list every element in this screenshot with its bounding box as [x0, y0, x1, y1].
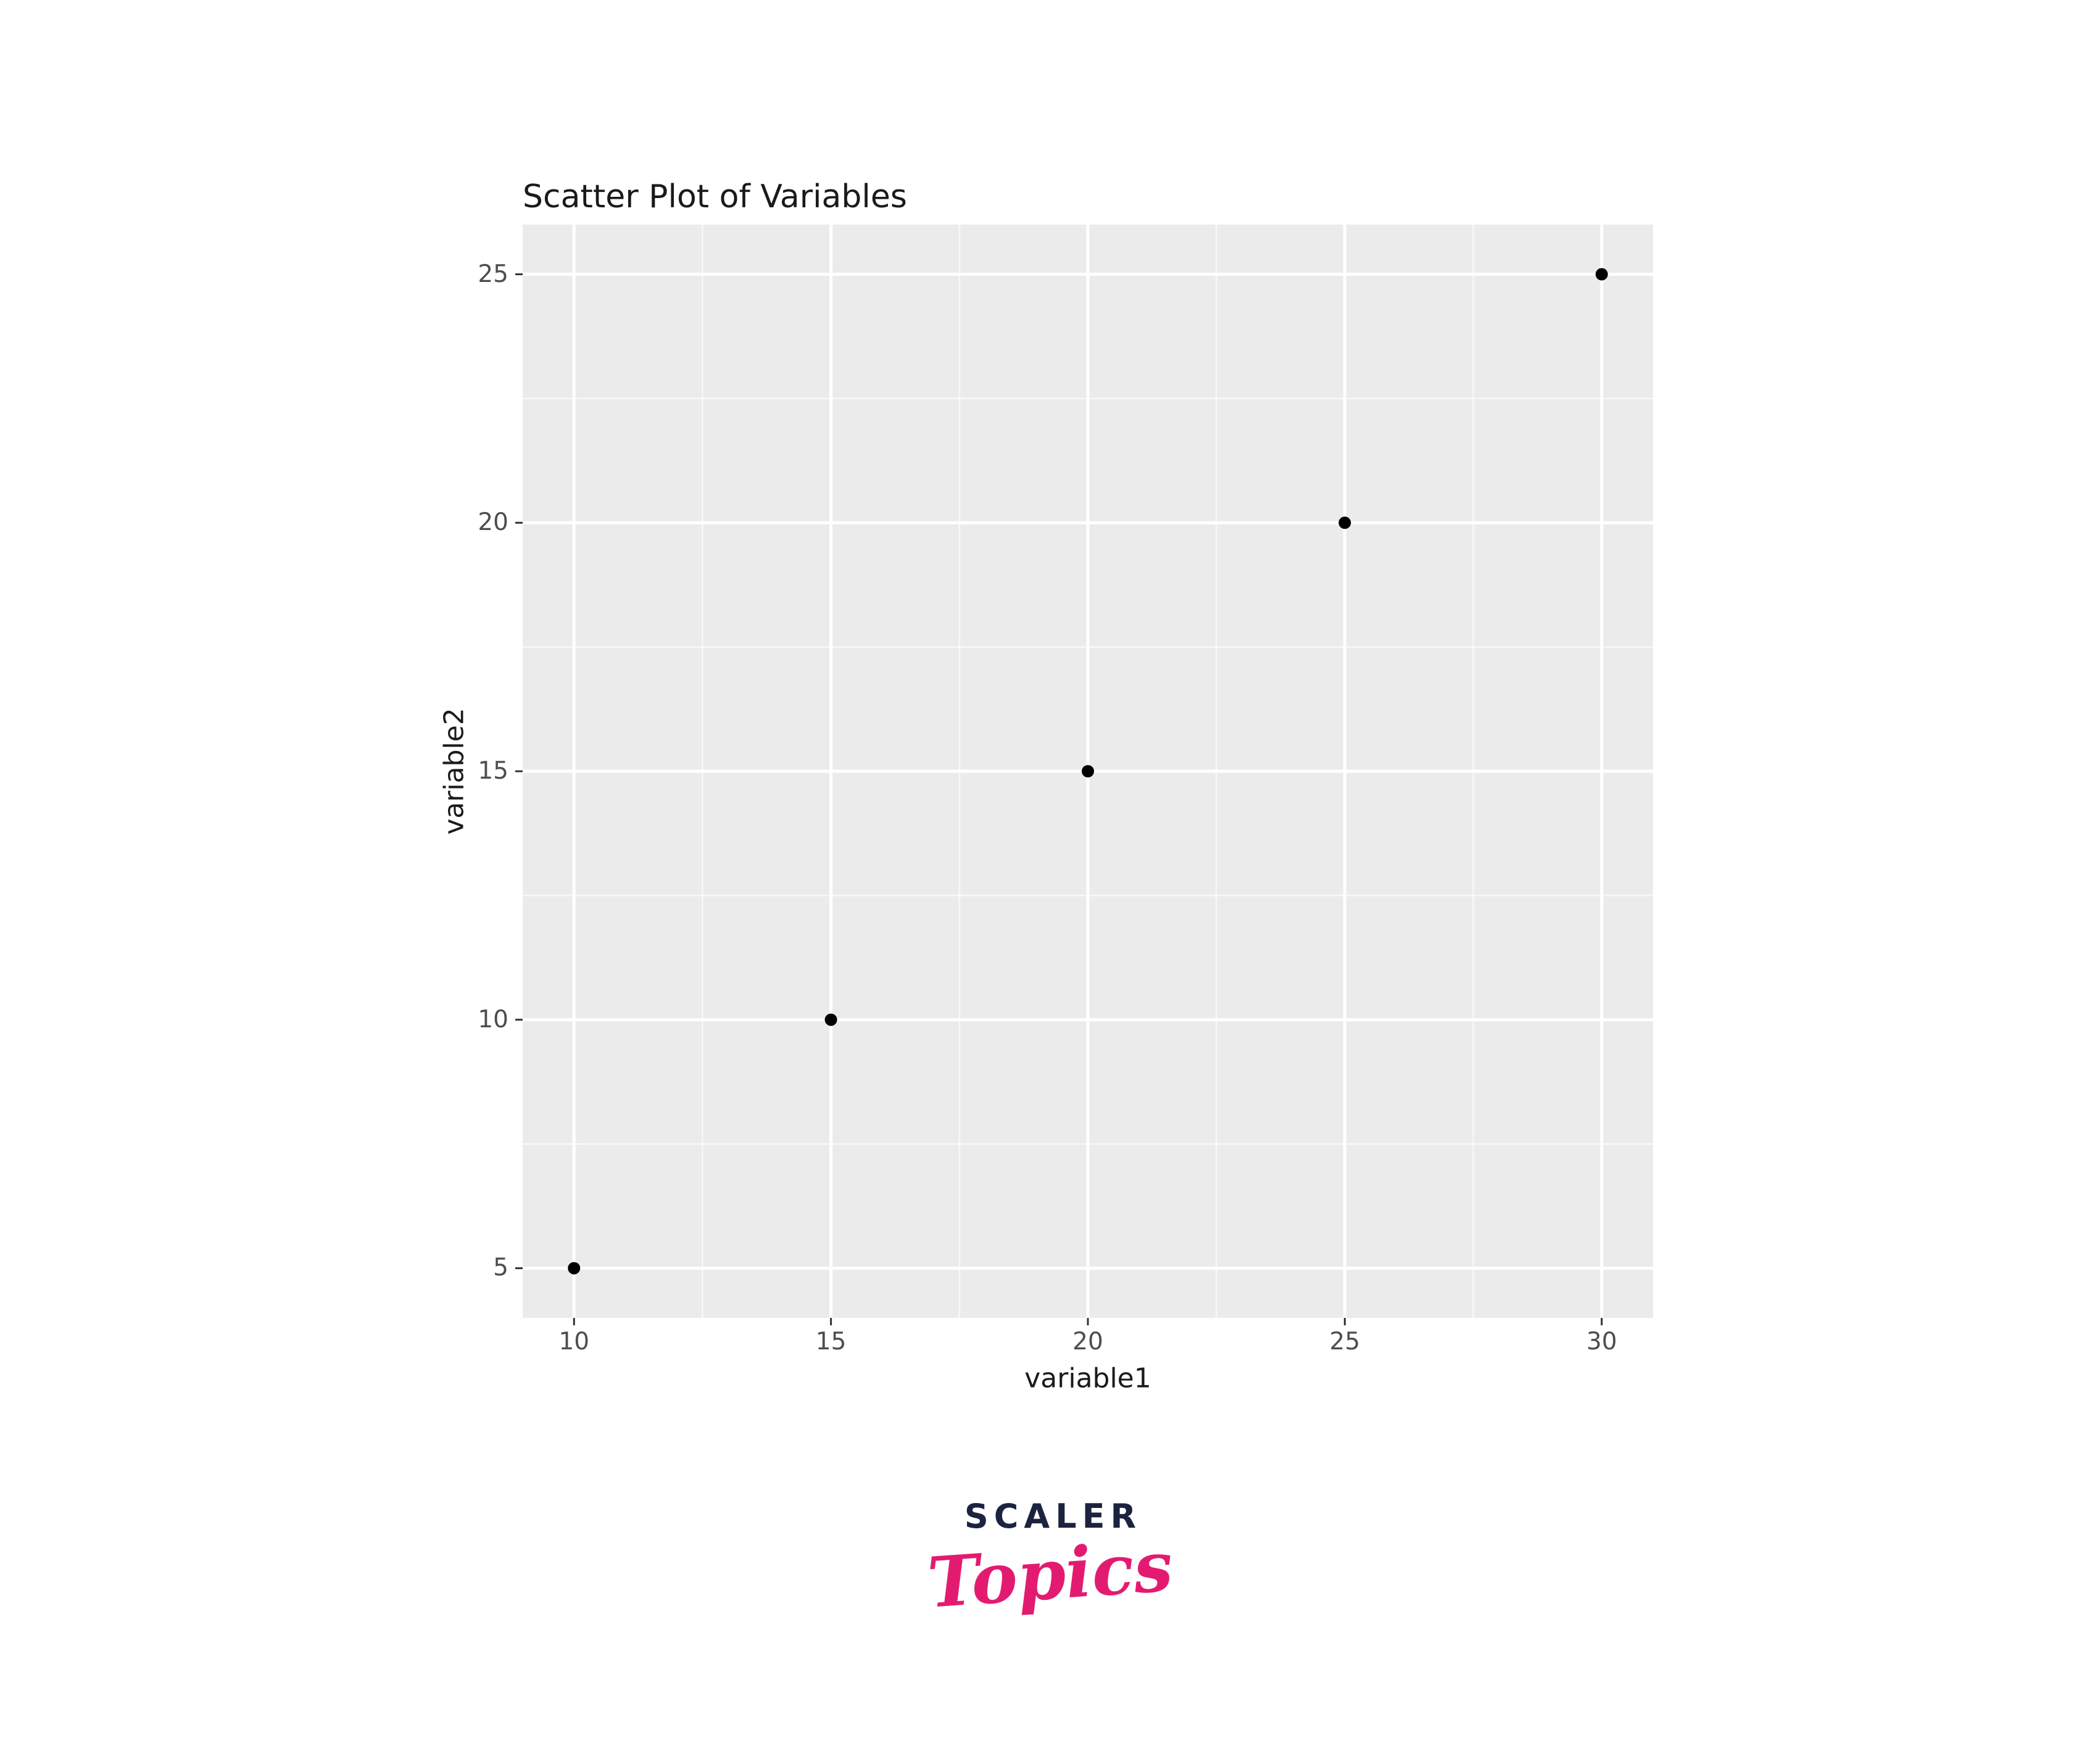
x-tick-label: 30 [1586, 1328, 1617, 1356]
plot-panel [515, 225, 1653, 1325]
y-tick-label: 20 [478, 508, 508, 537]
x-tick-label: 25 [1329, 1328, 1361, 1356]
x-axis-title: variable1 [1024, 1362, 1151, 1394]
scatter-point [1082, 765, 1094, 777]
scaler-topics-logo: SCALER Topics [925, 1497, 1175, 1624]
scatter-point [1595, 268, 1608, 281]
scatter-point [568, 1262, 581, 1275]
x-tick-label: 20 [1072, 1328, 1103, 1356]
y-tick-label: 15 [478, 757, 508, 785]
y-tick-label: 10 [478, 1005, 508, 1033]
logo-script-text: Topics [925, 1526, 1175, 1624]
y-tick-label: 5 [493, 1254, 508, 1282]
scatter-point [1338, 516, 1351, 529]
x-tick-label: 15 [815, 1328, 847, 1356]
scatter-point [824, 1013, 837, 1026]
y-axis-title: variable2 [438, 708, 470, 835]
chart-title: Scatter Plot of Variables [523, 178, 907, 215]
x-tick-label: 10 [558, 1328, 590, 1356]
logo-brand-text: SCALER [964, 1497, 1142, 1536]
y-tick-label: 25 [478, 260, 508, 288]
plot-gridlines-and-points [515, 225, 1653, 1325]
